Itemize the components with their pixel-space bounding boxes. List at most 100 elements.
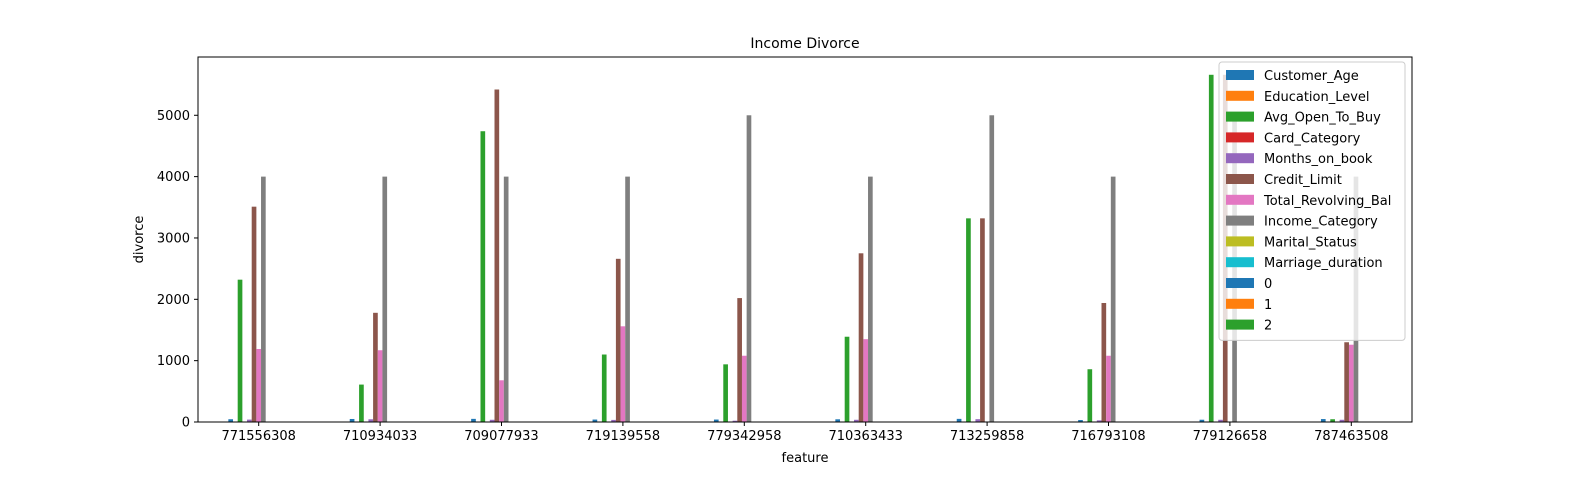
bar-Customer_Age-713259858 (956, 418, 962, 422)
bar-Credit_Limit-710363433 (858, 253, 864, 422)
bar-Months_on_book-710363433 (854, 419, 859, 422)
y-tick-label: 4000 (157, 170, 190, 185)
bar-Income_Category-713259858 (989, 115, 995, 422)
bar-Customer_Age-709077933 (471, 418, 476, 422)
x-tick-label: 771556308 (221, 429, 295, 444)
bar-Avg_Open_To_Buy-716793108 (1087, 369, 1093, 422)
legend-label-2: 2 (1264, 319, 1272, 334)
bar-Months_on_book-716793108 (1096, 420, 1102, 422)
bar-Avg_Open_To_Buy-771556308 (237, 279, 243, 422)
x-tick-label: 716793108 (1071, 429, 1145, 444)
legend-label-0: 0 (1264, 277, 1272, 292)
legend-swatch-Customer_Age (1226, 70, 1254, 80)
axes-frame (197, 56, 1413, 423)
legend-label-Income_Category: Income_Category (1264, 215, 1378, 230)
y-tick-label: 2000 (157, 293, 190, 308)
legend-swatch-Income_Category (1226, 215, 1254, 226)
bar-Income_Category-710363433 (868, 176, 873, 422)
bar-Avg_Open_To_Buy-710934033 (359, 384, 364, 422)
x-tick-label: 719139558 (586, 429, 660, 444)
x-tick-label: 713259858 (950, 429, 1024, 444)
bar-Income_Category-779342958 (746, 115, 752, 422)
bar-Credit_Limit-719139558 (615, 258, 621, 422)
bar-Months_on_book-709077933 (489, 419, 495, 422)
legend-label-Marital_Status: Marital_Status (1264, 235, 1357, 250)
bar-Credit_Limit-710934033 (373, 312, 378, 422)
bar-Customer_Age-710934033 (349, 418, 355, 422)
bar-Avg_Open_To_Buy-787463508 (1330, 419, 1335, 422)
legend-swatch-Marital_Status (1226, 236, 1254, 247)
bar-Avg_Open_To_Buy-779126658 (1208, 74, 1214, 422)
chart-title: Income Divorce (750, 36, 859, 52)
legend-swatch-0 (1226, 278, 1254, 288)
x-axis-label: feature (782, 451, 829, 466)
bar-Income_Category-709077933 (503, 176, 509, 422)
legend-label-Card_Category: Card_Category (1264, 131, 1361, 146)
x-axis: 771556308 710934033 709077933 719139558 7793… (221, 422, 1389, 444)
bar-Customer_Age-710363433 (835, 419, 841, 422)
bar-Months_on_book-779342958 (732, 420, 738, 422)
bar-Total_Revolving_Bal-710934033 (377, 350, 383, 422)
bar-Months_on_book-719139558 (611, 419, 616, 422)
bar-Total_Revolving_Bal-710363433 (863, 339, 869, 422)
bar-Income_Category-716793108 (1110, 176, 1116, 422)
x-tick-label: 710363433 (828, 429, 902, 444)
x-tick-label: 787463508 (1314, 429, 1388, 444)
bar-Income_Category-710934033 (382, 176, 388, 422)
legend-swatch-Months_on_book (1226, 153, 1254, 164)
legend-swatch-Total_Revolving_Bal (1226, 194, 1254, 205)
y-tick-label: 0 (182, 416, 190, 431)
legend: Customer_Age Education_Level Avg_Open_To_B… (1218, 61, 1406, 341)
bar-Months_on_book-713259858 (975, 419, 981, 422)
y-tick-label: 1000 (157, 354, 190, 369)
bar-Customer_Age-719139558 (592, 419, 598, 422)
legend-swatch-Avg_Open_To_Buy (1226, 111, 1254, 122)
y-axis-label: divorce (132, 216, 147, 264)
bar-Avg_Open_To_Buy-719139558 (601, 354, 607, 422)
legend-label-Marriage_duration: Marriage_duration (1264, 256, 1383, 271)
legend-swatch-Education_Level (1226, 90, 1254, 101)
bar-Total_Revolving_Bal-787463508 (1348, 344, 1354, 422)
legend-box (1218, 61, 1406, 341)
bar-Months_on_book-710934033 (368, 419, 374, 422)
legend-swatch-1 (1226, 298, 1254, 309)
bar-Customer_Age-779342958 (713, 419, 719, 422)
bar-Months_on_book-779126658 (1218, 419, 1223, 422)
bar-Customer_Age-771556308 (228, 419, 234, 422)
x-tick-label: 779342958 (707, 429, 781, 444)
bar-Avg_Open_To_Buy-709077933 (480, 131, 486, 423)
legend-swatch-Card_Category (1226, 132, 1254, 143)
legend-swatch-2 (1226, 319, 1254, 330)
bar-Total_Revolving_Bal-709077933 (499, 380, 504, 422)
bar-Customer_Age-716793108 (1078, 420, 1083, 422)
legend-label-Credit_Limit: Credit_Limit (1264, 173, 1342, 188)
bar-Credit_Limit-771556308 (251, 206, 257, 422)
legend-label-1: 1 (1264, 298, 1272, 313)
bar-Total_Revolving_Bal-779342958 (741, 355, 747, 422)
bar-Credit_Limit-787463508 (1344, 342, 1349, 422)
bar-Months_on_book-787463508 (1339, 419, 1345, 422)
y-tick-label: 3000 (157, 231, 190, 246)
legend-label-Total_Revolving_Bal: Total_Revolving_Bal (1263, 194, 1391, 209)
legend-label-Avg_Open_To_Buy: Avg_Open_To_Buy (1264, 111, 1381, 126)
bar-Total_Revolving_Bal-719139558 (620, 326, 626, 422)
x-tick-label: 709077933 (464, 429, 538, 444)
legend-label-Months_on_book: Months_on_book (1264, 152, 1373, 167)
bar-Income_Category-771556308 (261, 176, 266, 422)
y-tick-label: 5000 (157, 109, 190, 124)
bar-Income_Category-719139558 (625, 176, 630, 422)
legend-swatch-Marriage_duration (1226, 257, 1254, 268)
bar-Credit_Limit-713259858 (980, 218, 985, 422)
x-tick-label: 779126658 (1193, 429, 1267, 444)
legend-label-Education_Level: Education_Level (1264, 90, 1370, 105)
bar-Avg_Open_To_Buy-779342958 (723, 364, 728, 422)
bar-Total_Revolving_Bal-771556308 (256, 349, 262, 422)
y-axis: 0 1000 2000 3000 4000 5000 (157, 109, 198, 431)
bar-Customer_Age-787463508 (1320, 419, 1326, 422)
bar-Avg_Open_To_Buy-713259858 (966, 218, 971, 422)
bar-Total_Revolving_Bal-716793108 (1106, 355, 1111, 422)
bar-Credit_Limit-716793108 (1101, 302, 1107, 422)
bar-Avg_Open_To_Buy-710363433 (844, 336, 850, 422)
legend-label-Customer_Age: Customer_Age (1264, 69, 1359, 84)
